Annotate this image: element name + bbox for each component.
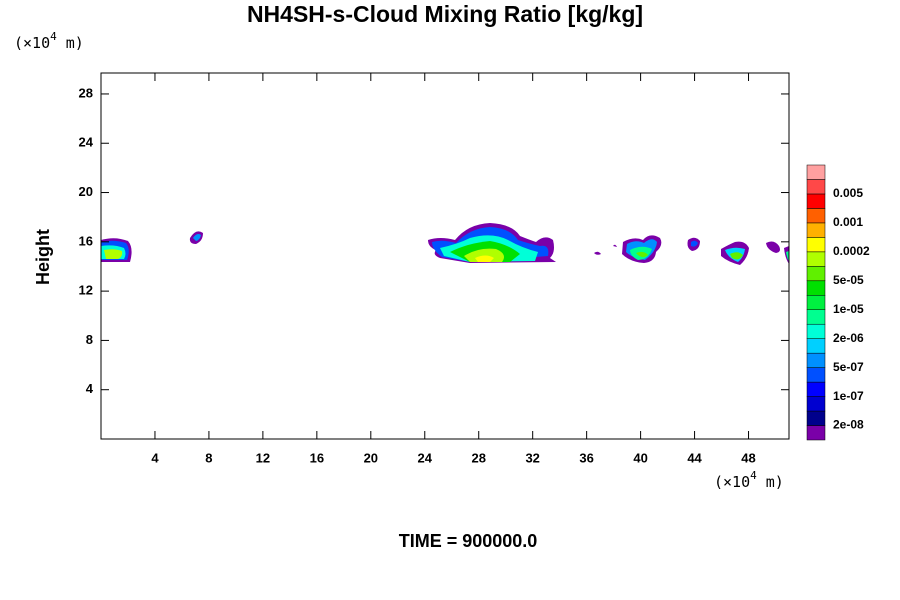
cloud-field	[101, 223, 789, 265]
x-unit-suffix: m)	[757, 473, 784, 491]
colorbar-swatch	[806, 425, 826, 441]
colorbar-swatch	[806, 295, 826, 310]
cloud	[691, 240, 698, 247]
x-tick-label: 48	[741, 450, 755, 465]
y-tick-label: 8	[86, 332, 93, 347]
y-axis-title: Height	[33, 229, 53, 285]
colorbar-swatch	[806, 338, 826, 354]
colorbar-label: 0.005	[833, 186, 863, 200]
x-tick-label: 16	[310, 450, 324, 465]
colorbar-swatch	[806, 237, 826, 253]
x-tick-label: 40	[633, 450, 647, 465]
cloud	[622, 235, 662, 263]
x-tick-label: 4	[151, 450, 159, 465]
y-tick-label: 28	[79, 85, 93, 100]
colorbar-swatch	[806, 352, 826, 368]
colorbar-swatch	[806, 208, 826, 224]
x-unit-exponent: 4	[750, 469, 757, 482]
y-unit-base: (×10	[14, 34, 50, 52]
colorbar-label: 2e-08	[833, 418, 864, 432]
cloud	[786, 251, 789, 262]
chart-title: NH4SH-s-Cloud Mixing Ratio [kg/kg]	[247, 1, 643, 27]
y-tick-label: 16	[79, 233, 93, 248]
colorbar-swatch	[806, 280, 826, 296]
colorbar-swatch	[806, 309, 826, 325]
time-annotation: TIME = 900000.0	[399, 531, 538, 551]
y-tick-label: 4	[86, 381, 94, 396]
colorbar-swatch	[806, 164, 826, 180]
colorbar-swatch	[806, 381, 826, 397]
colorbar-swatch	[806, 222, 826, 238]
y-unit: (×104 m)	[14, 30, 84, 52]
x-tick-label: 36	[579, 450, 593, 465]
cloud	[766, 241, 780, 253]
colorbar-label: 0.0002	[833, 244, 870, 258]
cloud	[193, 234, 201, 241]
x-unit-base: (×10	[714, 473, 750, 491]
x-unit: (×104 m)	[714, 469, 784, 491]
colorbar-swatch	[806, 396, 826, 412]
colorbar-label: 5e-07	[833, 360, 864, 374]
colorbar-label: 1e-05	[833, 302, 864, 316]
x-tick-label: 32	[525, 450, 539, 465]
x-tick-label: 24	[418, 450, 433, 465]
plot-frame	[100, 72, 790, 440]
colorbar-swatch	[806, 367, 826, 383]
x-tick-label: 8	[205, 450, 212, 465]
x-tick-label: 28	[471, 450, 485, 465]
x-tick-label: 20	[364, 450, 378, 465]
y-unit-exponent: 4	[50, 30, 57, 43]
cloud	[594, 251, 601, 255]
colorbar-label: 0.001	[833, 215, 863, 229]
colorbar-swatch	[806, 266, 826, 282]
colorbar-swatch	[806, 251, 826, 267]
x-tick-label: 44	[687, 450, 702, 465]
colorbar-swatch	[806, 193, 826, 209]
colorbar-label: 1e-07	[833, 389, 864, 403]
colorbar-swatch	[806, 179, 826, 195]
y-unit-suffix: m)	[57, 34, 84, 52]
colorbar-swatch	[806, 323, 826, 339]
cloud	[613, 244, 617, 247]
colorbar-label: 5e-05	[833, 273, 864, 287]
cloud	[721, 241, 749, 265]
x-tick-label: 12	[256, 450, 270, 465]
colorbar-swatch	[806, 410, 826, 426]
cloud	[428, 223, 556, 263]
y-tick-label: 24	[79, 135, 94, 150]
colorbar-label: 2e-06	[833, 331, 864, 345]
cloud	[784, 246, 789, 264]
y-tick-label: 12	[79, 283, 93, 298]
y-tick-label: 20	[79, 184, 93, 199]
cloud	[101, 238, 132, 262]
